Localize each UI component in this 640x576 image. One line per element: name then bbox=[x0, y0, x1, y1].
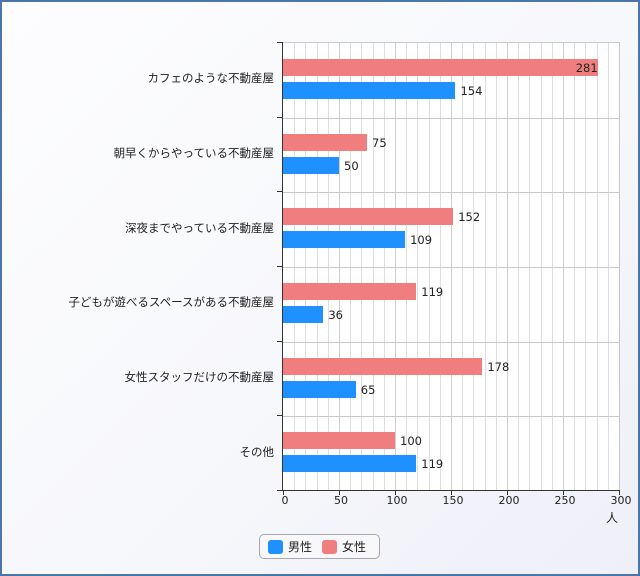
x-tick bbox=[395, 490, 396, 495]
bar-male bbox=[283, 380, 356, 398]
male-swatch bbox=[268, 539, 283, 554]
female-swatch bbox=[322, 539, 338, 554]
x-tick bbox=[619, 490, 620, 495]
value-label-male: 50 bbox=[344, 158, 359, 173]
y-tick bbox=[277, 266, 283, 267]
value-label-female: 281 bbox=[575, 61, 598, 75]
x-tick bbox=[451, 490, 452, 495]
x-tick bbox=[339, 490, 340, 495]
x-tick bbox=[563, 490, 564, 495]
category-label: 朝早くからやっている不動産屋 bbox=[113, 146, 274, 160]
y-tick bbox=[277, 191, 283, 193]
plot-area bbox=[283, 42, 620, 491]
bar-female bbox=[283, 357, 483, 375]
x-axis-unit: 人 bbox=[606, 511, 619, 525]
legend-item-male[interactable]: 男性 bbox=[268, 538, 312, 555]
category-label: 深夜までやっている不動産屋 bbox=[125, 220, 274, 235]
y-tick bbox=[277, 490, 283, 491]
category-divider bbox=[283, 117, 619, 119]
category-label: カフェのような不動産屋 bbox=[147, 71, 275, 86]
category-label: 女性スタッフだけの不動産屋 bbox=[124, 370, 275, 384]
value-label-male: 119 bbox=[421, 457, 444, 472]
bar-female bbox=[283, 432, 395, 450]
x-tick-label: 250 bbox=[554, 494, 576, 507]
y-tick bbox=[277, 340, 283, 342]
category-divider bbox=[283, 267, 619, 268]
x-axis bbox=[282, 490, 620, 491]
legend: 男性 女性 bbox=[259, 534, 380, 559]
bar-female bbox=[283, 59, 598, 76]
category-divider bbox=[283, 192, 619, 194]
legend-label-female: 女性 bbox=[342, 540, 367, 554]
x-tick-label: 200 bbox=[498, 494, 520, 507]
category-divider bbox=[283, 341, 619, 343]
y-tick bbox=[277, 116, 283, 118]
category-label: 子どもが遊べるスペースがある不動産屋 bbox=[68, 295, 274, 310]
value-label-female: 75 bbox=[372, 135, 387, 150]
value-label-male: 154 bbox=[460, 84, 483, 98]
bar-male bbox=[283, 82, 456, 99]
x-tick-label: 300 bbox=[610, 494, 632, 507]
x-tick bbox=[507, 490, 508, 495]
bar-male bbox=[283, 306, 324, 323]
x-tick-label: 100 bbox=[386, 494, 408, 507]
y-axis bbox=[282, 42, 283, 491]
bar-female bbox=[283, 283, 417, 300]
value-label-female: 152 bbox=[458, 210, 481, 225]
x-tick-label: 50 bbox=[334, 494, 348, 507]
value-label-male: 65 bbox=[360, 382, 376, 397]
bar-female bbox=[283, 208, 454, 226]
x-tick-label: 0 bbox=[281, 494, 289, 507]
bar-male bbox=[283, 231, 406, 249]
value-label-male: 109 bbox=[410, 233, 433, 248]
value-label-female: 119 bbox=[421, 285, 444, 299]
value-label-male: 36 bbox=[328, 308, 343, 322]
x-tick-label: 150 bbox=[442, 494, 464, 507]
x-tick bbox=[283, 490, 284, 495]
value-label-female: 100 bbox=[400, 434, 422, 449]
category-divider bbox=[283, 416, 619, 418]
value-label-female: 178 bbox=[487, 359, 510, 374]
legend-label-male: 男性 bbox=[288, 540, 313, 554]
bar-male bbox=[283, 455, 417, 473]
bar-female bbox=[283, 133, 367, 151]
bar-male bbox=[283, 156, 339, 174]
y-tick bbox=[277, 42, 283, 43]
category-label: その他 bbox=[239, 444, 275, 459]
legend-item-female[interactable]: 女性 bbox=[322, 538, 366, 555]
y-tick bbox=[277, 415, 283, 417]
